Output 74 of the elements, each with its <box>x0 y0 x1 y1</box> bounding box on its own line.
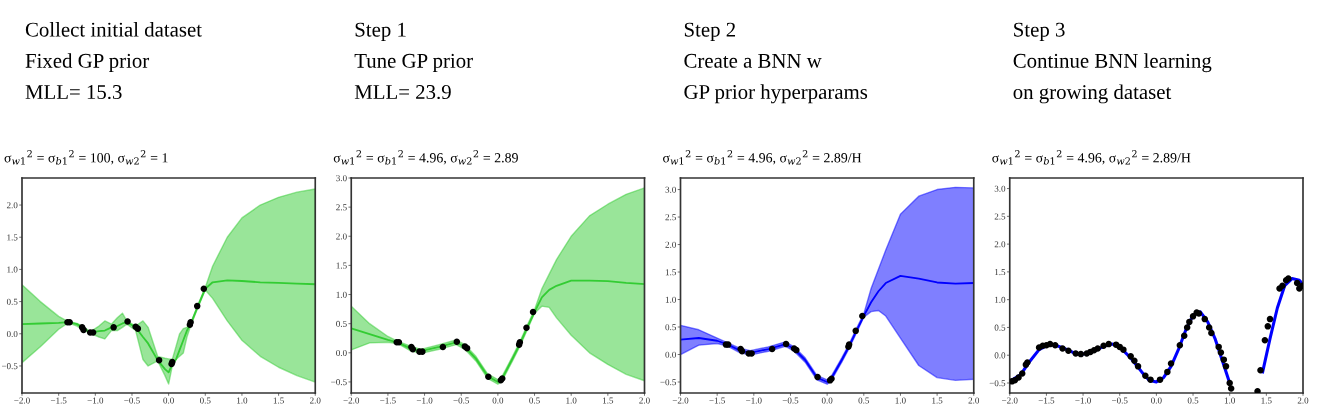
x-tick-label: −2.0 <box>1002 397 1018 404</box>
y-tick-label: 1.5 <box>336 262 347 269</box>
x-tick-label: 0.0 <box>1151 397 1162 404</box>
text: σ$_{w1}$$^{2}$ = σ$_{b1}$$^{2}$ = 4.96, σ$_{w2}$$^{2}$ = 2.89/H <box>992 150 1191 165</box>
x-tick-label: −0.5 <box>782 397 799 404</box>
y-tick-label: 1.0 <box>336 291 347 298</box>
x-tick-label: 1.0 <box>895 397 906 404</box>
text: σ$_{w1}$$^{2}$ = σ$_{b1}$$^{2}$ = 4.96, σ$_{w2}$$^{2}$ = 2.89/H <box>663 150 862 165</box>
y-tick-label: −0.5 <box>660 379 676 386</box>
y-tick-label: 3.0 <box>665 186 676 193</box>
x-tick-label: 1.5 <box>273 397 284 404</box>
y-tick-label: 0.5 <box>994 324 1006 331</box>
x-tick-label: −2.0 <box>672 397 689 404</box>
x-tick-label: 2.0 <box>639 397 650 404</box>
y-tick-label: −0.5 <box>1 363 18 370</box>
chart-title: Collect initial dataset Fixed GP prior MLL= 15.3 <box>25 22 202 100</box>
x-tick-label: 1.0 <box>1224 397 1235 404</box>
x-tick-label: 1.5 <box>932 397 943 404</box>
x-tick-label: 2.0 <box>310 397 321 404</box>
y-tick-label: 0.5 <box>665 324 676 331</box>
y-tick-label: 0.5 <box>336 320 347 327</box>
x-tick-label: 0.5 <box>1187 397 1199 404</box>
x-tick-label: 0.0 <box>492 397 504 404</box>
x-tick-label: 2.0 <box>1297 397 1309 404</box>
x-tick-label: 0.0 <box>821 397 833 404</box>
x-tick-label: 0.5 <box>199 397 211 404</box>
y-tick-label: 2.0 <box>336 233 347 240</box>
x-tick-label: −1.0 <box>1075 397 1091 404</box>
x-tick-label: −1.5 <box>709 397 725 404</box>
y-tick-label: 0.0 <box>994 352 1006 359</box>
x-tick-label: −1.0 <box>746 397 762 404</box>
x-tick-label: −1.0 <box>416 397 433 404</box>
y-tick-label: 1.0 <box>995 296 1006 303</box>
y-tick-label: 2.5 <box>665 214 676 221</box>
y-tick-label: 1.0 <box>665 296 676 303</box>
x-tick-label: −2.0 <box>343 397 360 404</box>
x-tick-label: 2.0 <box>968 397 980 404</box>
y-tick-label: 0.0 <box>336 349 347 357</box>
x-tick-label: −0.5 <box>124 397 140 404</box>
y-tick-label: 3.0 <box>336 175 347 182</box>
y-tick-label: 0.0 <box>6 330 18 338</box>
y-tick-label: 3.0 <box>994 185 1006 192</box>
x-tick-label: 0.5 <box>858 397 870 404</box>
x-tick-label: 1.5 <box>1261 397 1272 404</box>
y-tick-label: 1.5 <box>995 269 1006 276</box>
y-tick-label: −0.5 <box>331 379 347 386</box>
x-tick-label: 1.0 <box>237 397 248 404</box>
x-tick-label: −2.0 <box>14 397 30 404</box>
x-tick-label: 0.0 <box>163 397 174 404</box>
y-tick-label: −0.5 <box>989 380 1006 387</box>
y-tick-label: 2.5 <box>336 204 347 211</box>
y-tick-label: 2.0 <box>994 241 1006 248</box>
y-tick-label: 1.5 <box>665 269 676 276</box>
x-tick-label: −0.5 <box>453 397 470 404</box>
chart-title: Step 3 Continue BNN learning on growing dataset <box>1013 22 1212 104</box>
x-tick-label: −0.5 <box>1111 397 1128 404</box>
y-tick-label: 1.5 <box>7 234 18 241</box>
text: σ$_{w1}$$^{2}$ = σ$_{b1}$$^{2}$ = 4.96, σ$_{w2}$$^{2}$ = 2.89 <box>333 150 518 165</box>
y-tick-label: 0.0 <box>665 351 676 358</box>
x-tick-label: −1.5 <box>50 397 67 404</box>
x-tick-label: 0.5 <box>529 397 540 404</box>
chart-title: Step 2 Create a BNN w GP prior hyperparams <box>684 22 868 104</box>
x-tick-label: 1.0 <box>566 397 577 404</box>
x-tick-label: −1.5 <box>1038 397 1055 404</box>
y-tick-label: 2.5 <box>994 213 1006 220</box>
x-tick-label: −1.5 <box>380 397 396 404</box>
x-tick-label: 1.5 <box>603 397 614 404</box>
y-tick-label: 2.0 <box>6 202 18 209</box>
y-tick-label: 0.5 <box>6 298 18 305</box>
chart-title: Step 1 Tune GP prior MLL= 23.9 <box>354 22 473 100</box>
y-tick-label: 2.0 <box>665 241 676 248</box>
x-tick-label: −1.0 <box>87 397 104 404</box>
y-tick-label: 1.0 <box>7 266 18 273</box>
text: σ$_{w1}$$^{2}$ = σ$_{b1}$$^{2}$ = 100, σ$_{w2}$$^{2}$ = 1 <box>4 150 168 165</box>
